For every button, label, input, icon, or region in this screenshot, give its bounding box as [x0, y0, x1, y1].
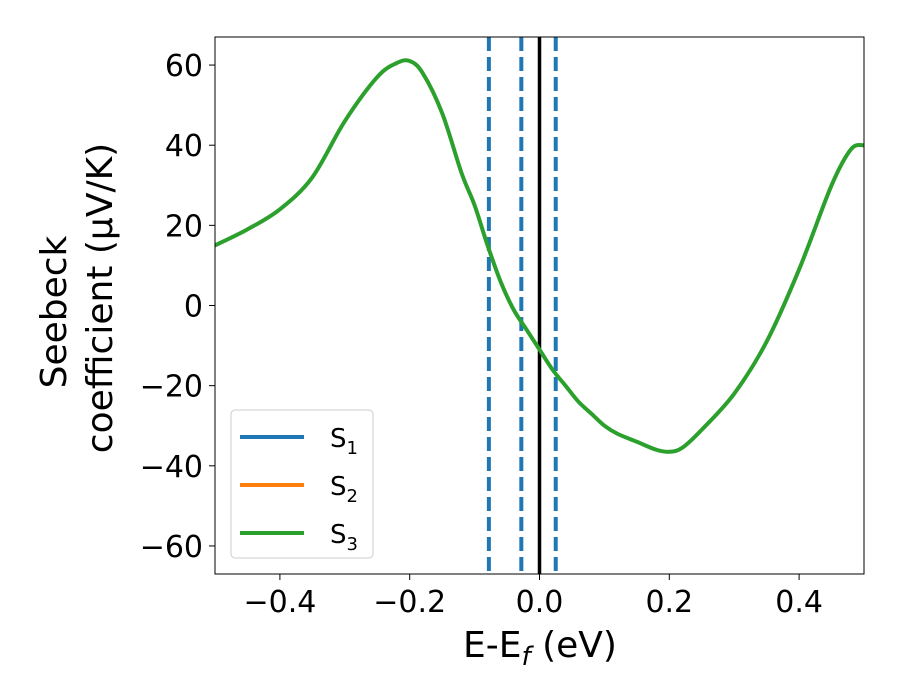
- y-tick-label: 40: [165, 129, 203, 164]
- x-axis-label: E-Ef (eV): [463, 625, 617, 672]
- legend-label-s1: S1: [330, 424, 358, 459]
- x-tick-label: 0.2: [645, 585, 693, 620]
- x-tick-label: −0.4: [243, 585, 316, 620]
- y-axis-label-line1: Seebeck: [34, 235, 75, 388]
- y-tick-label: 60: [165, 49, 203, 84]
- legend-label-s3: S3: [330, 520, 358, 555]
- x-tick-label: 0.4: [775, 585, 823, 620]
- x-tick-label: 0.0: [516, 585, 564, 620]
- series-line-s3: [215, 58, 864, 454]
- y-tick-label: 0: [184, 290, 203, 325]
- axis-ticks: −0.4 −0.2 0.0 0.2 0.4 −60 −40 −20 0 20 40 60: [140, 49, 823, 620]
- x-tick-label: −0.2: [373, 585, 446, 620]
- legend-label-s2: S2: [330, 472, 358, 507]
- y-tick-label: 20: [165, 209, 203, 244]
- y-tick-label: −60: [140, 530, 203, 565]
- y-tick-label: −40: [140, 450, 203, 485]
- y-axis-label-line2: coefficient (μV/K): [80, 143, 121, 453]
- y-tick-label: −20: [140, 370, 203, 405]
- legend: S1 S2 S3: [230, 409, 374, 559]
